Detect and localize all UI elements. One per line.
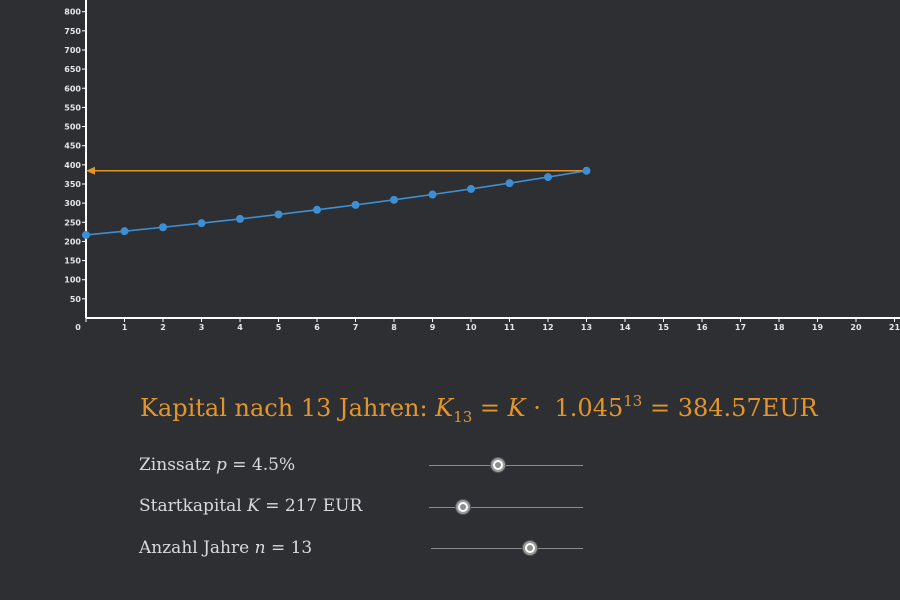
y-tick-label: 50 (70, 295, 82, 304)
start-capital-label: Startkapital K = 217 EUR (139, 496, 363, 516)
start-capital-slider[interactable] (429, 500, 583, 516)
x-tick-label: 1 (122, 323, 128, 332)
x-tick-label: 0 (75, 323, 81, 332)
y-tick-label: 300 (64, 199, 81, 208)
y-tick-label: 500 (64, 123, 81, 132)
data-point (313, 205, 321, 214)
formula-unit: EUR (761, 394, 818, 422)
y-tick-label: 600 (64, 84, 81, 93)
formula-dot: · (533, 394, 541, 422)
data-point (544, 173, 552, 182)
x-tick-label: 14 (619, 323, 631, 332)
x-tick-label: 8 (391, 323, 397, 332)
x-tick-label: 21 (889, 323, 900, 332)
y-tick-label: 150 (64, 257, 81, 266)
series-line (85, 169, 587, 236)
formula-eq1: = (479, 394, 501, 422)
capital-formula: Kapital nach 13 Jahren: K13 = K · 1.0451… (140, 392, 818, 426)
start-capital-slider-knob[interactable] (455, 500, 470, 514)
arrow-head (86, 166, 95, 175)
y-tick-label: 650 (64, 65, 81, 74)
x-tick-label: 17 (735, 323, 746, 332)
y-tick-label: 750 (64, 27, 81, 36)
interest-rate-label: Zinssatz p = 4.5% (139, 455, 296, 475)
x-tick-label: 3 (199, 323, 205, 332)
data-point (274, 210, 283, 219)
data-point (428, 190, 437, 199)
x-tick-label: 7 (353, 323, 359, 332)
data-point (467, 184, 475, 193)
chart: 0 1 2 3 4 5 6 7 8 9 10 11 12 13 14 15 16 17 18 19 20 21501001… (64, 0, 900, 332)
interest-rate-slider[interactable] (429, 458, 583, 474)
x-tick-label: 6 (314, 323, 320, 332)
y-tick-label: 250 (64, 218, 81, 227)
x-tick-label: 9 (430, 323, 436, 332)
data-point (582, 166, 591, 175)
data-point (236, 214, 244, 223)
y-tick-label: 450 (64, 142, 81, 151)
years-slider-knob[interactable] (522, 541, 537, 555)
data-point (505, 179, 514, 188)
formula-exp: 13 (623, 392, 643, 410)
formula-result: 384.57 (677, 394, 762, 422)
y-tick-label: 400 (64, 161, 81, 170)
y-tick-label: 800 (64, 8, 81, 17)
x-tick-label: 20 (850, 323, 862, 332)
series-layer (82, 166, 591, 239)
x-tick-label: 2 (160, 323, 166, 332)
data-point (82, 230, 90, 239)
x-tick-label: 11 (504, 323, 516, 332)
years-label: Anzahl Jahre n = 13 (139, 538, 313, 558)
data-point (159, 223, 167, 232)
y-tick-label: 100 (64, 276, 81, 285)
x-tick-label: 13 (581, 323, 592, 332)
axis-ticks: 0 1 2 3 4 5 6 7 8 9 10 11 12 13 14 15 16 17 18 19 20 21501001… (64, 8, 900, 332)
x-tick-label: 19 (812, 323, 824, 332)
x-tick-label: 4 (237, 323, 243, 332)
x-tick-label: 18 (773, 323, 785, 332)
x-tick-label: 5 (276, 323, 282, 332)
formula-var: K (435, 394, 454, 422)
interest-rate-slider-knob[interactable] (491, 458, 506, 472)
data-point (197, 219, 206, 228)
formula-var2: K (507, 394, 526, 422)
x-tick-label: 12 (542, 323, 553, 332)
formula-sub: 13 (453, 408, 473, 426)
x-tick-label: 15 (658, 323, 670, 332)
data-point (390, 195, 398, 204)
formula-eq2: = (649, 394, 671, 422)
y-tick-label: 550 (64, 103, 81, 112)
annotation-layer (86, 166, 587, 175)
y-tick-label: 350 (64, 180, 81, 189)
data-point (120, 227, 129, 236)
x-tick-label: 16 (696, 323, 708, 332)
formula-prefix: Kapital nach 13 Jahren: (140, 394, 428, 422)
years-slider[interactable] (431, 541, 583, 557)
y-tick-label: 700 (64, 46, 81, 55)
data-point (351, 200, 360, 209)
y-tick-label: 200 (64, 237, 81, 246)
x-tick-label: 10 (465, 323, 477, 332)
formula-base: 1.045 (554, 394, 624, 422)
